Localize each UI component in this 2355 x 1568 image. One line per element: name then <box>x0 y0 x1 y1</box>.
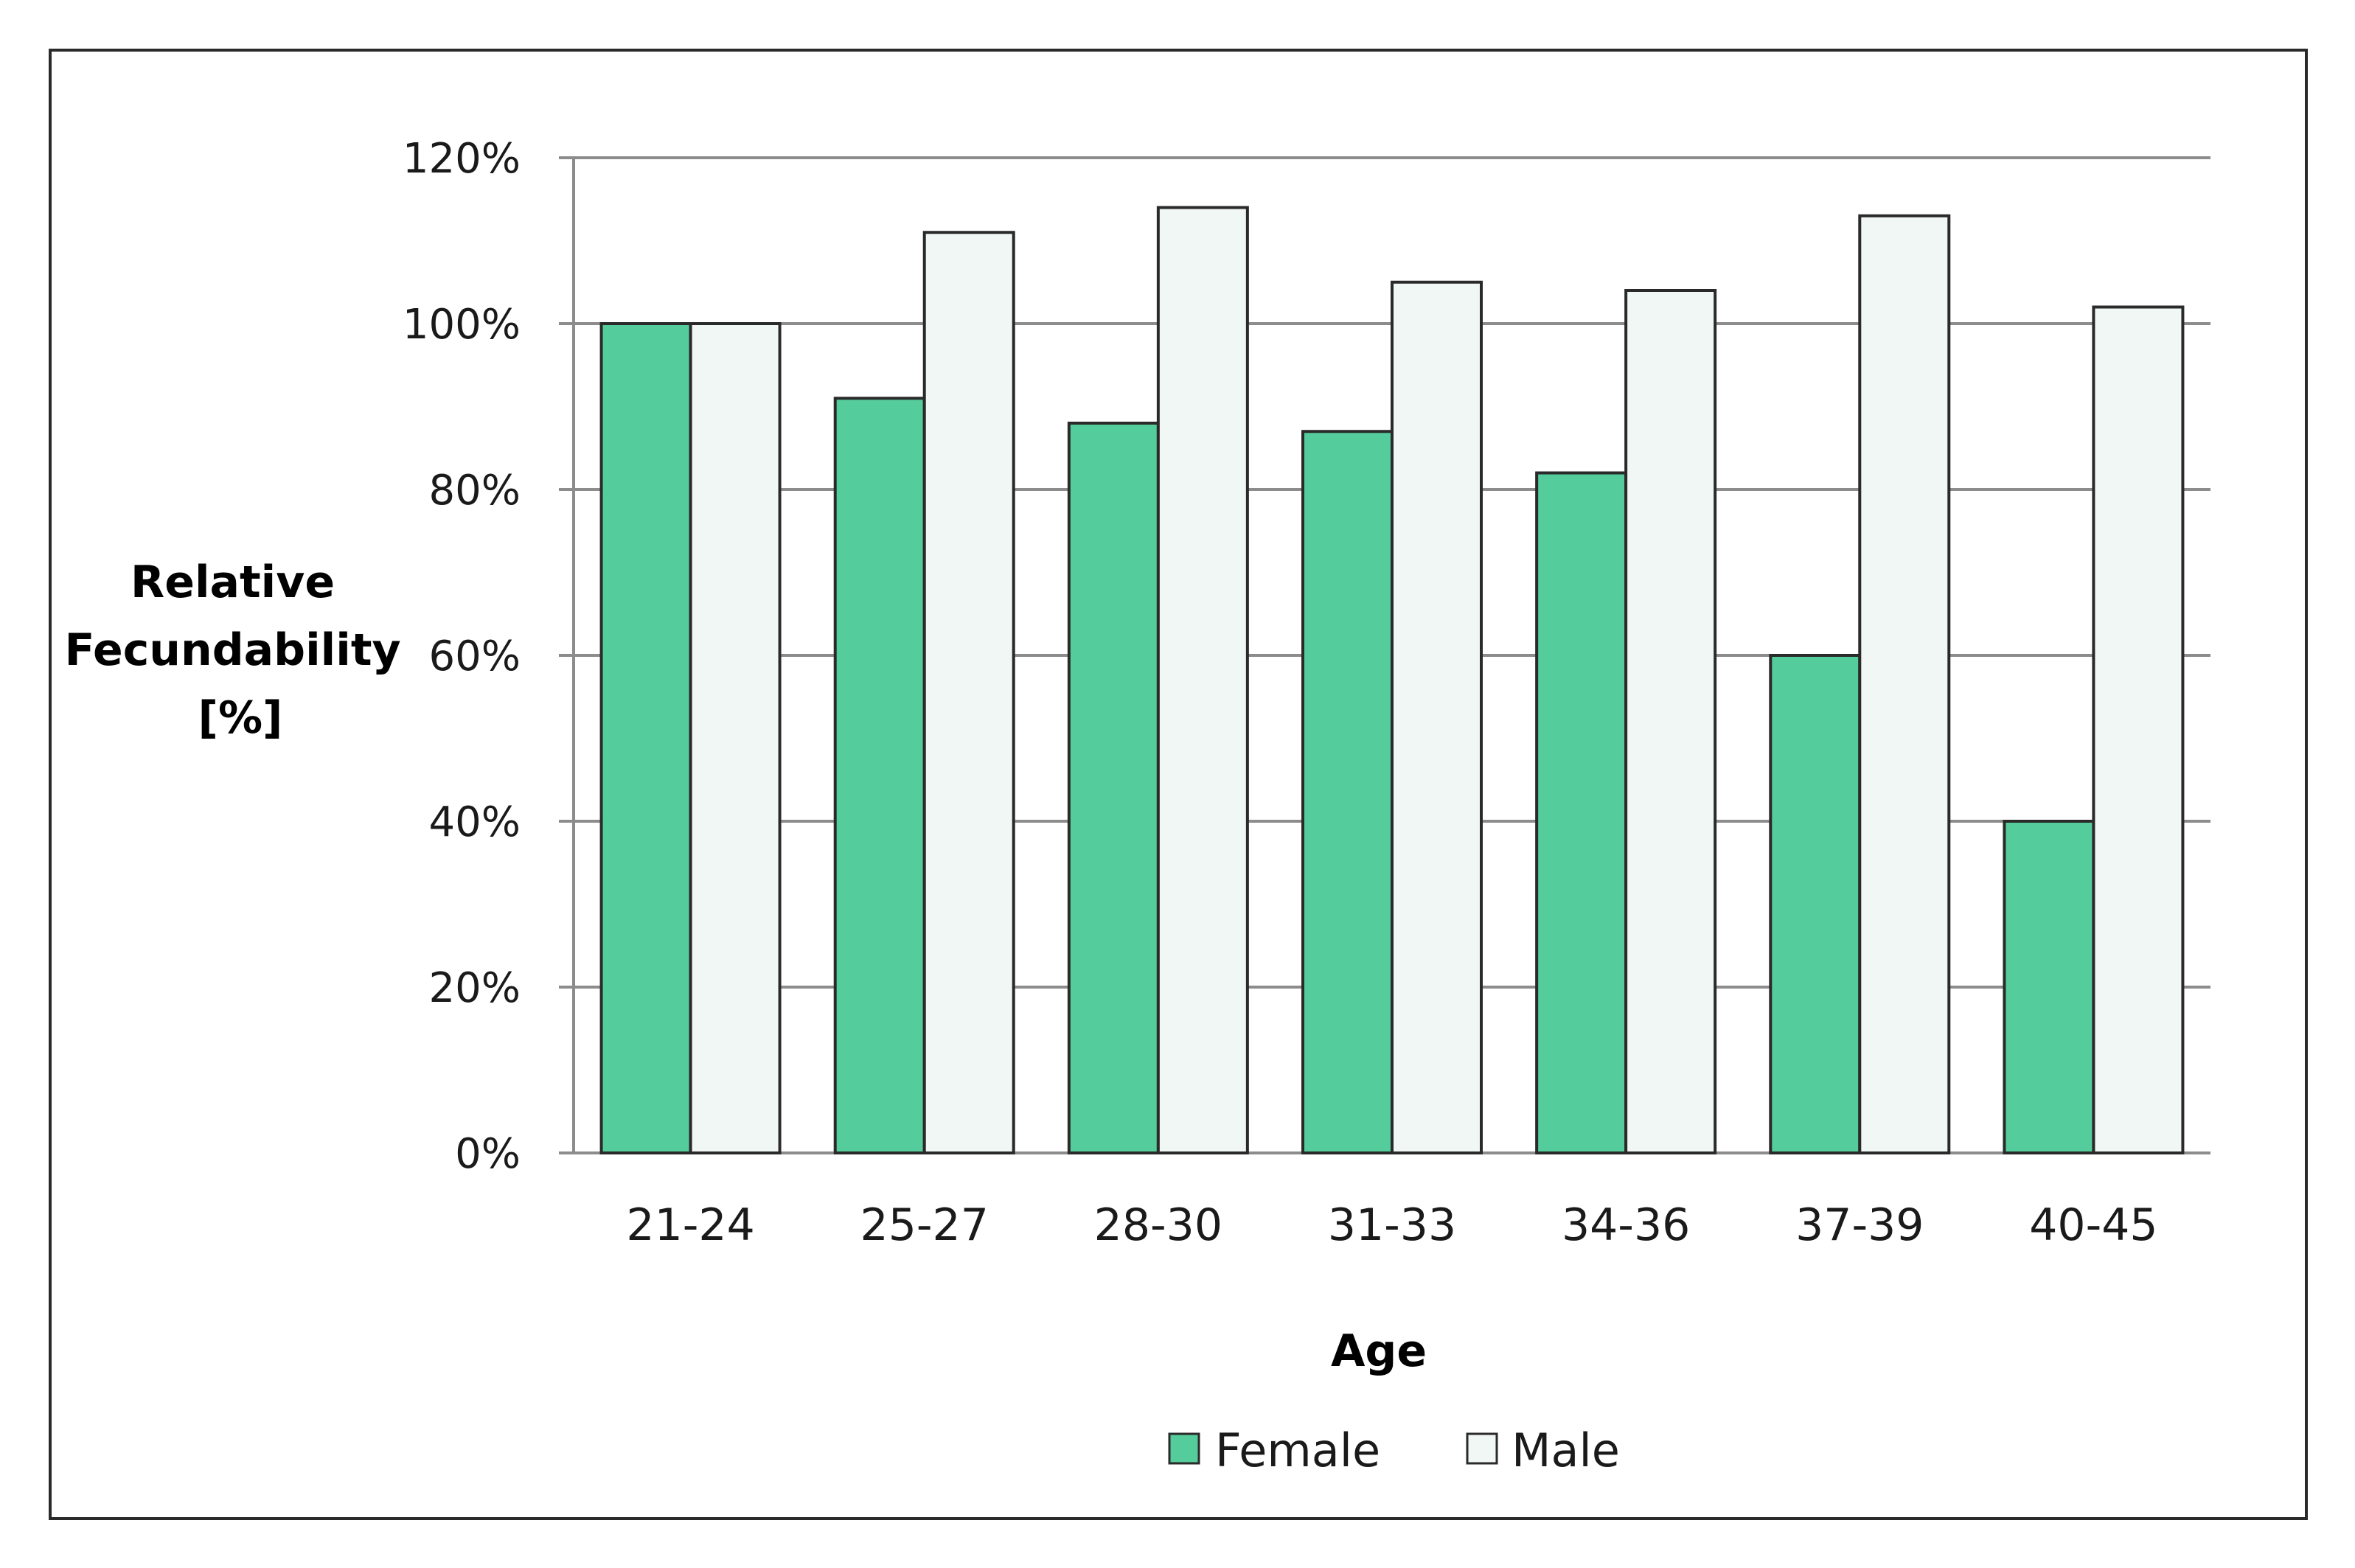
y-axis-title-line-2: Fecundability <box>64 624 400 676</box>
y-tick-label: 120% <box>403 135 521 183</box>
y-tick-label: 80% <box>429 467 521 515</box>
legend-swatch-male <box>1466 1432 1498 1465</box>
bar-female <box>2003 820 2095 1154</box>
bar-female <box>599 322 692 1154</box>
y-tick-label: 60% <box>429 633 521 680</box>
bar-female <box>1067 422 1160 1154</box>
chart-frame <box>49 49 2308 1520</box>
x-tick-labels: 21-24 25-27 28-30 31-33 34-36 37-39 40-45 <box>626 1199 2157 1251</box>
x-tick-label: 21-24 <box>626 1199 754 1251</box>
y-axis-title-line-1: Relative <box>131 557 335 608</box>
x-tick-label: 25-27 <box>860 1199 989 1251</box>
y-tick-label: 0% <box>455 1130 521 1178</box>
legend-swatch-female <box>1168 1432 1200 1465</box>
y-axis-title-line-3: [%] <box>198 692 283 744</box>
legend-label-female: Female <box>1215 1424 1380 1477</box>
bar-male <box>1858 214 1951 1154</box>
x-tick-label: 37-39 <box>1795 1199 1924 1251</box>
bar-male <box>1391 280 1483 1154</box>
y-tick-label: 40% <box>429 798 521 846</box>
legend-label-male: Male <box>1512 1424 1620 1477</box>
x-tick-label: 34-36 <box>1562 1199 1690 1251</box>
legend: Female Male <box>1168 1424 1620 1477</box>
x-tick-label: 31-33 <box>1328 1199 1456 1251</box>
y-tick-label: 100% <box>403 301 521 349</box>
x-axis-title: Age <box>1331 1325 1427 1377</box>
y-tick-label: 20% <box>429 964 521 1012</box>
bar-male <box>689 322 782 1154</box>
bars <box>599 206 2185 1154</box>
bar-female <box>1535 471 1628 1154</box>
x-tick-label: 28-30 <box>1094 1199 1222 1251</box>
bar-female <box>833 397 926 1154</box>
x-tick-label: 40-45 <box>2029 1199 2157 1251</box>
bar-male <box>922 231 1015 1154</box>
bar-female <box>1301 430 1394 1154</box>
bar-male <box>2092 305 2185 1154</box>
y-axis-title: Relative Fecundability [%] <box>64 557 416 744</box>
y-tick-labels: 0% 20% 40% 60% 80% 100% 120% <box>403 135 521 1178</box>
bar-female <box>1769 654 1862 1154</box>
bar-male <box>1156 206 1249 1154</box>
bar-male <box>1624 289 1717 1154</box>
